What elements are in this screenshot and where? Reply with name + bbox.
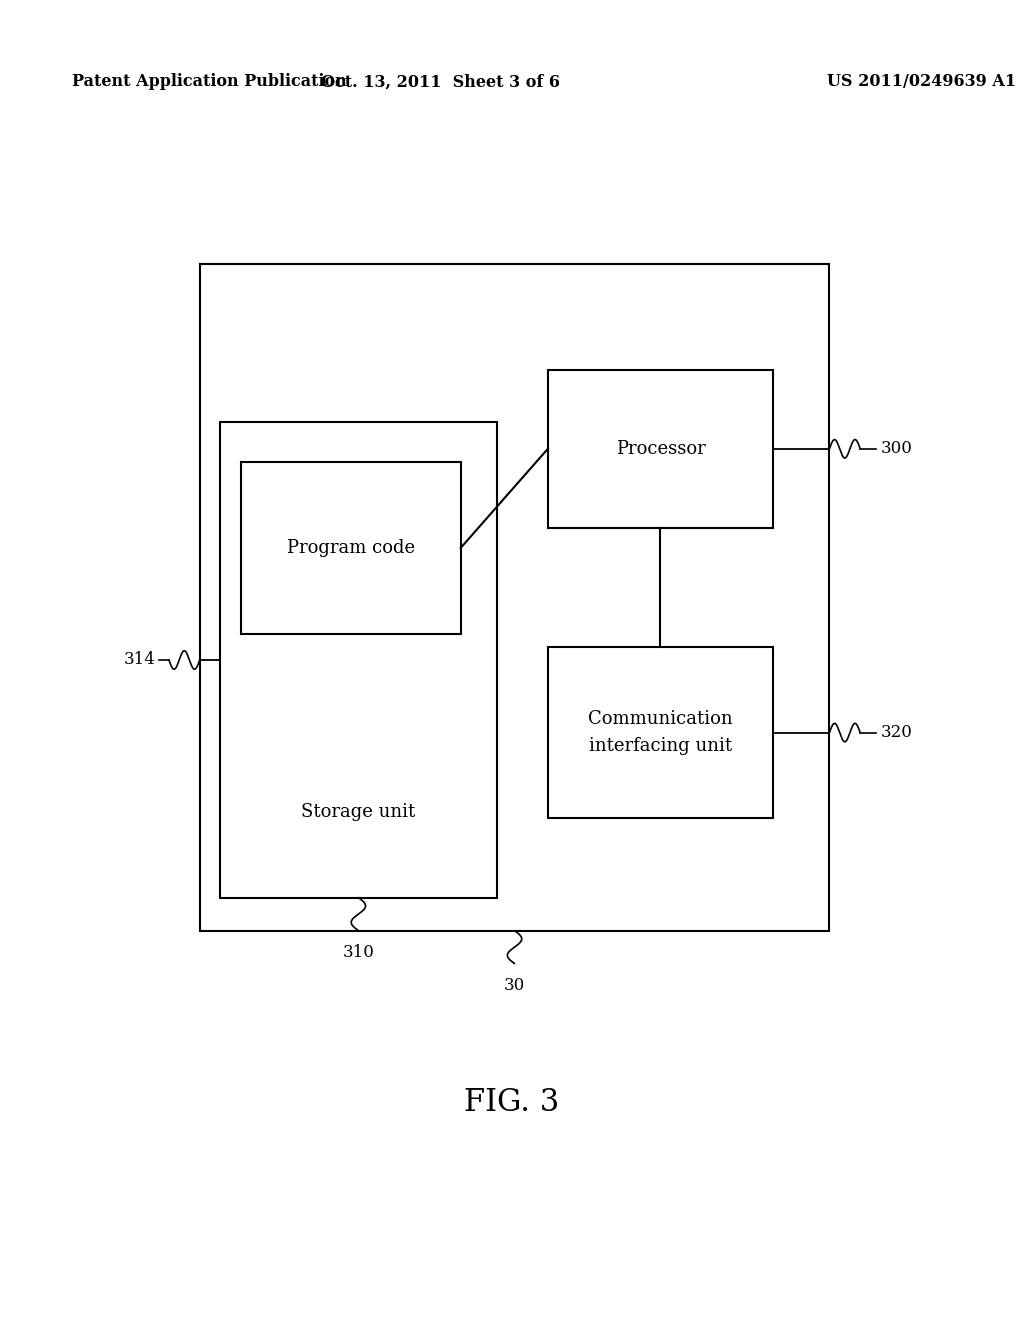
Text: Program code: Program code <box>287 539 415 557</box>
Bar <box>548 647 773 818</box>
Text: 320: 320 <box>881 725 912 741</box>
Text: US 2011/0249639 A1: US 2011/0249639 A1 <box>827 74 1016 90</box>
Text: Oct. 13, 2011  Sheet 3 of 6: Oct. 13, 2011 Sheet 3 of 6 <box>321 74 560 90</box>
Text: Patent Application Publication: Patent Application Publication <box>72 74 346 90</box>
Text: 310: 310 <box>342 944 375 961</box>
Text: Processor: Processor <box>615 440 706 458</box>
Text: Communication
interfacing unit: Communication interfacing unit <box>588 710 733 755</box>
Bar <box>220 422 497 898</box>
Bar <box>200 264 829 931</box>
Text: 30: 30 <box>504 977 525 994</box>
Bar <box>548 370 773 528</box>
Text: FIG. 3: FIG. 3 <box>464 1086 560 1118</box>
Bar <box>241 462 461 634</box>
Text: Storage unit: Storage unit <box>301 803 416 821</box>
Text: 300: 300 <box>881 441 912 457</box>
Text: 314: 314 <box>124 652 156 668</box>
